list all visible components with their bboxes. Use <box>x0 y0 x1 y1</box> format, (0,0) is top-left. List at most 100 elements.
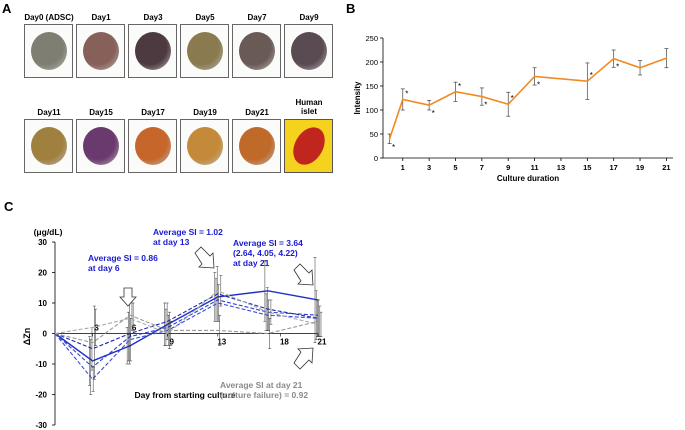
arrow-icon <box>293 263 314 286</box>
series-line <box>54 290 319 362</box>
islet-cluster <box>186 127 223 165</box>
x-tick-label: 21 <box>318 338 327 347</box>
significance-marker: * <box>484 101 487 110</box>
x-tick-label: 18 <box>280 338 289 347</box>
islet-image-tile <box>180 24 229 78</box>
si-annotation: (2.64, 4.05, 4.22) <box>233 248 298 258</box>
islet-cluster <box>30 127 67 165</box>
x-tick-label: 19 <box>636 163 644 172</box>
day-label: Day3 <box>143 13 163 22</box>
si-annotation: Average SI at day 21 <box>220 380 303 390</box>
x-axis-label: Culture duration <box>497 174 559 183</box>
arrow-icon <box>293 347 314 370</box>
y-tick-label: 200 <box>365 58 378 67</box>
day-label: Day1 <box>91 13 111 22</box>
y-tick-label: -20 <box>35 391 47 400</box>
islet-image-tile <box>24 24 73 78</box>
significance-marker: * <box>616 63 619 72</box>
y-tick-label: 50 <box>370 130 378 139</box>
islet-cluster <box>134 127 171 165</box>
islet-image-tile <box>128 24 177 78</box>
data-point <box>507 103 510 106</box>
human-islet-label: Human <box>295 98 323 107</box>
islet-image-tile <box>180 119 229 173</box>
x-tick-label: 6 <box>132 324 137 333</box>
significance-marker: * <box>537 80 540 89</box>
si-annotation: at day 21 <box>233 258 270 268</box>
si-annotation: at day 13 <box>153 237 190 247</box>
si-annotation: Average SI = 1.02 <box>153 227 223 237</box>
series-line <box>54 314 319 344</box>
day-label: Day11 <box>37 108 61 117</box>
islet-image-tile <box>76 24 125 78</box>
x-tick-label: 13 <box>217 338 226 347</box>
y-tick-label: 20 <box>38 269 47 278</box>
y-axis-label: Intensity <box>353 81 362 114</box>
y-tick-label: 30 <box>38 238 47 247</box>
day-label: Day5 <box>195 13 215 22</box>
islet-cluster <box>290 32 327 70</box>
series-line <box>54 290 319 335</box>
x-tick-label: 5 <box>453 163 457 172</box>
y-tick-label: 100 <box>365 106 378 115</box>
data-point <box>533 75 536 78</box>
data-point <box>612 57 615 60</box>
si-annotation: at day 6 <box>88 263 120 273</box>
significance-marker: * <box>590 71 593 80</box>
significance-marker: * <box>392 143 395 152</box>
islet-cluster <box>82 127 119 165</box>
islet-cluster <box>238 127 275 165</box>
x-tick-label: 13 <box>557 163 565 172</box>
x-tick-label: 3 <box>427 163 431 172</box>
y-tick-label: 0 <box>43 330 48 339</box>
day-label: Day9 <box>299 13 319 22</box>
day-label: Day7 <box>247 13 267 22</box>
x-axis-label: Day from starting culture <box>134 390 235 400</box>
y-tick-label: -10 <box>35 360 47 369</box>
x-tick-label: 11 <box>531 163 539 172</box>
islet-image-tile <box>128 119 177 173</box>
panel-a-label: A <box>2 1 12 16</box>
x-tick-label: 7 <box>480 163 484 172</box>
si-annotation: Average SI = 0.86 <box>88 253 158 263</box>
y-unit-label: (μg/dL) <box>34 227 63 237</box>
y-tick-label: 10 <box>38 299 47 308</box>
intensity-series-line <box>388 57 667 140</box>
y-tick-label: 150 <box>365 82 378 91</box>
panel-c-chart: (μg/dL)30 20 10 0 -10 -20 -30 3 6 9 13 18 21 Day from… <box>22 227 327 430</box>
human-islet-cluster <box>286 121 331 171</box>
day-label: Day17 <box>141 108 165 117</box>
y-axis-label: ΔZn <box>22 328 32 345</box>
islet-cluster <box>82 32 119 70</box>
islet-cluster <box>186 32 223 70</box>
panel-b-label: B <box>346 1 356 16</box>
data-point <box>401 98 404 101</box>
islet-image-tile <box>232 119 281 173</box>
x-tick-label: 17 <box>610 163 618 172</box>
islet-cluster <box>30 32 67 70</box>
data-point <box>586 80 589 82</box>
y-tick-label: -30 <box>35 421 47 430</box>
si-annotation: (culture failure) = 0.92 <box>220 390 308 400</box>
significance-marker: * <box>458 82 461 91</box>
series-line <box>54 293 319 350</box>
x-tick-label: 3 <box>94 324 99 333</box>
series-line <box>54 302 319 381</box>
islet-cluster <box>238 32 275 70</box>
day-label: Day21 <box>245 108 269 117</box>
data-point <box>481 95 483 98</box>
data-point <box>665 57 668 59</box>
data-point <box>454 90 457 93</box>
day-label: Day15 <box>89 108 113 117</box>
islet-cluster <box>134 32 171 70</box>
islet-image-tile <box>76 119 125 173</box>
data-point <box>639 66 641 69</box>
x-tick-label: 9 <box>169 338 174 347</box>
significance-marker: * <box>511 94 514 103</box>
islet-image-tile <box>232 24 281 78</box>
significance-marker: * <box>405 89 408 98</box>
islet-image-tile <box>284 24 333 78</box>
significance-marker: * <box>432 109 435 118</box>
islet-image-tile <box>24 119 73 173</box>
